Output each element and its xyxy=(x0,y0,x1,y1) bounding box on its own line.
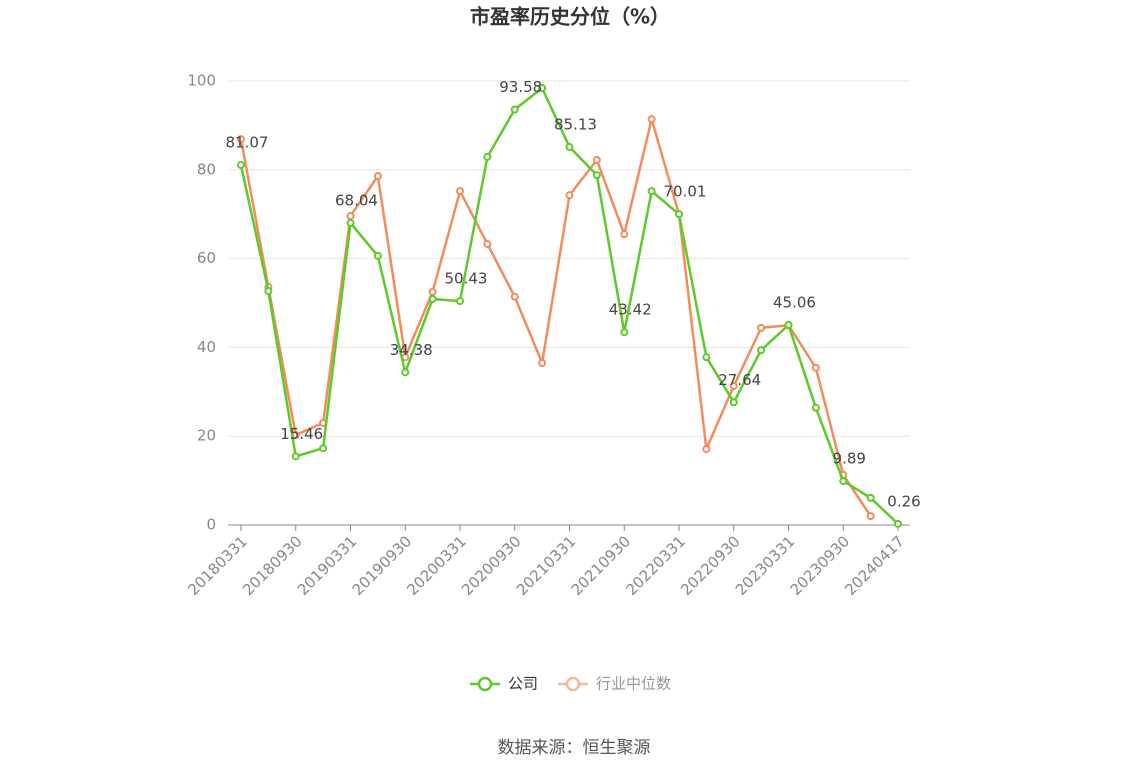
point xyxy=(647,187,656,196)
series-line xyxy=(239,114,872,517)
point xyxy=(866,512,875,521)
point xyxy=(401,368,410,377)
point xyxy=(620,328,629,337)
legend-marker xyxy=(565,676,581,692)
y-tick-label: 100 xyxy=(187,72,216,90)
data-label: 70.01 xyxy=(664,183,707,201)
data-label: 27.64 xyxy=(718,371,761,389)
point xyxy=(373,251,382,260)
data-label: 15.46 xyxy=(280,425,323,443)
data-label: 81.07 xyxy=(226,134,269,152)
point xyxy=(319,444,328,453)
point xyxy=(428,295,437,304)
point xyxy=(483,239,492,248)
point xyxy=(510,105,519,114)
point xyxy=(291,452,300,461)
point xyxy=(510,292,519,301)
point xyxy=(757,346,766,355)
point xyxy=(565,191,574,200)
data-label: 9.89 xyxy=(833,450,866,468)
point xyxy=(264,287,273,296)
point xyxy=(538,358,547,367)
point xyxy=(456,187,464,196)
data-label: 34.38 xyxy=(390,341,433,359)
point xyxy=(237,135,245,144)
y-tick-label: 40 xyxy=(197,338,216,356)
point xyxy=(702,353,711,362)
data-label: 43.42 xyxy=(609,301,652,319)
point xyxy=(538,84,547,93)
data-label: 0.26 xyxy=(887,492,920,510)
point xyxy=(483,152,492,161)
point xyxy=(592,171,601,180)
point xyxy=(620,230,629,239)
point xyxy=(346,218,355,227)
data-label: 68.04 xyxy=(335,191,378,209)
point xyxy=(647,115,656,124)
point xyxy=(729,398,738,407)
point xyxy=(811,363,820,372)
x-tick-label: 20240417 xyxy=(841,532,908,599)
data-label: 85.13 xyxy=(554,116,597,134)
point xyxy=(346,211,355,220)
data-label: 50.43 xyxy=(445,270,488,288)
point xyxy=(784,320,793,329)
point xyxy=(237,161,245,170)
point xyxy=(565,143,574,152)
source: 数据来源：恒生聚源 xyxy=(498,738,651,758)
data-label: 45.06 xyxy=(773,293,816,311)
legend-label[interactable]: 公司 xyxy=(508,675,538,693)
point xyxy=(757,323,766,332)
point xyxy=(592,156,601,165)
point xyxy=(428,287,437,296)
legend-marker xyxy=(477,676,493,692)
point xyxy=(894,519,902,528)
point xyxy=(702,445,711,454)
point xyxy=(811,403,820,412)
point xyxy=(866,493,875,502)
y-tick-label: 0 xyxy=(206,516,216,534)
point xyxy=(675,210,683,219)
y-tick-label: 80 xyxy=(197,160,216,178)
legend-label[interactable]: 行业中位数 xyxy=(596,675,671,693)
point xyxy=(729,382,738,391)
chart-title: 市盈率历史分位（%） xyxy=(470,5,670,29)
point xyxy=(456,297,464,306)
point xyxy=(373,172,382,181)
y-tick-label: 20 xyxy=(197,427,216,445)
y-tick-label: 60 xyxy=(197,249,216,267)
point xyxy=(839,477,848,486)
data-label: 93.58 xyxy=(499,78,542,96)
